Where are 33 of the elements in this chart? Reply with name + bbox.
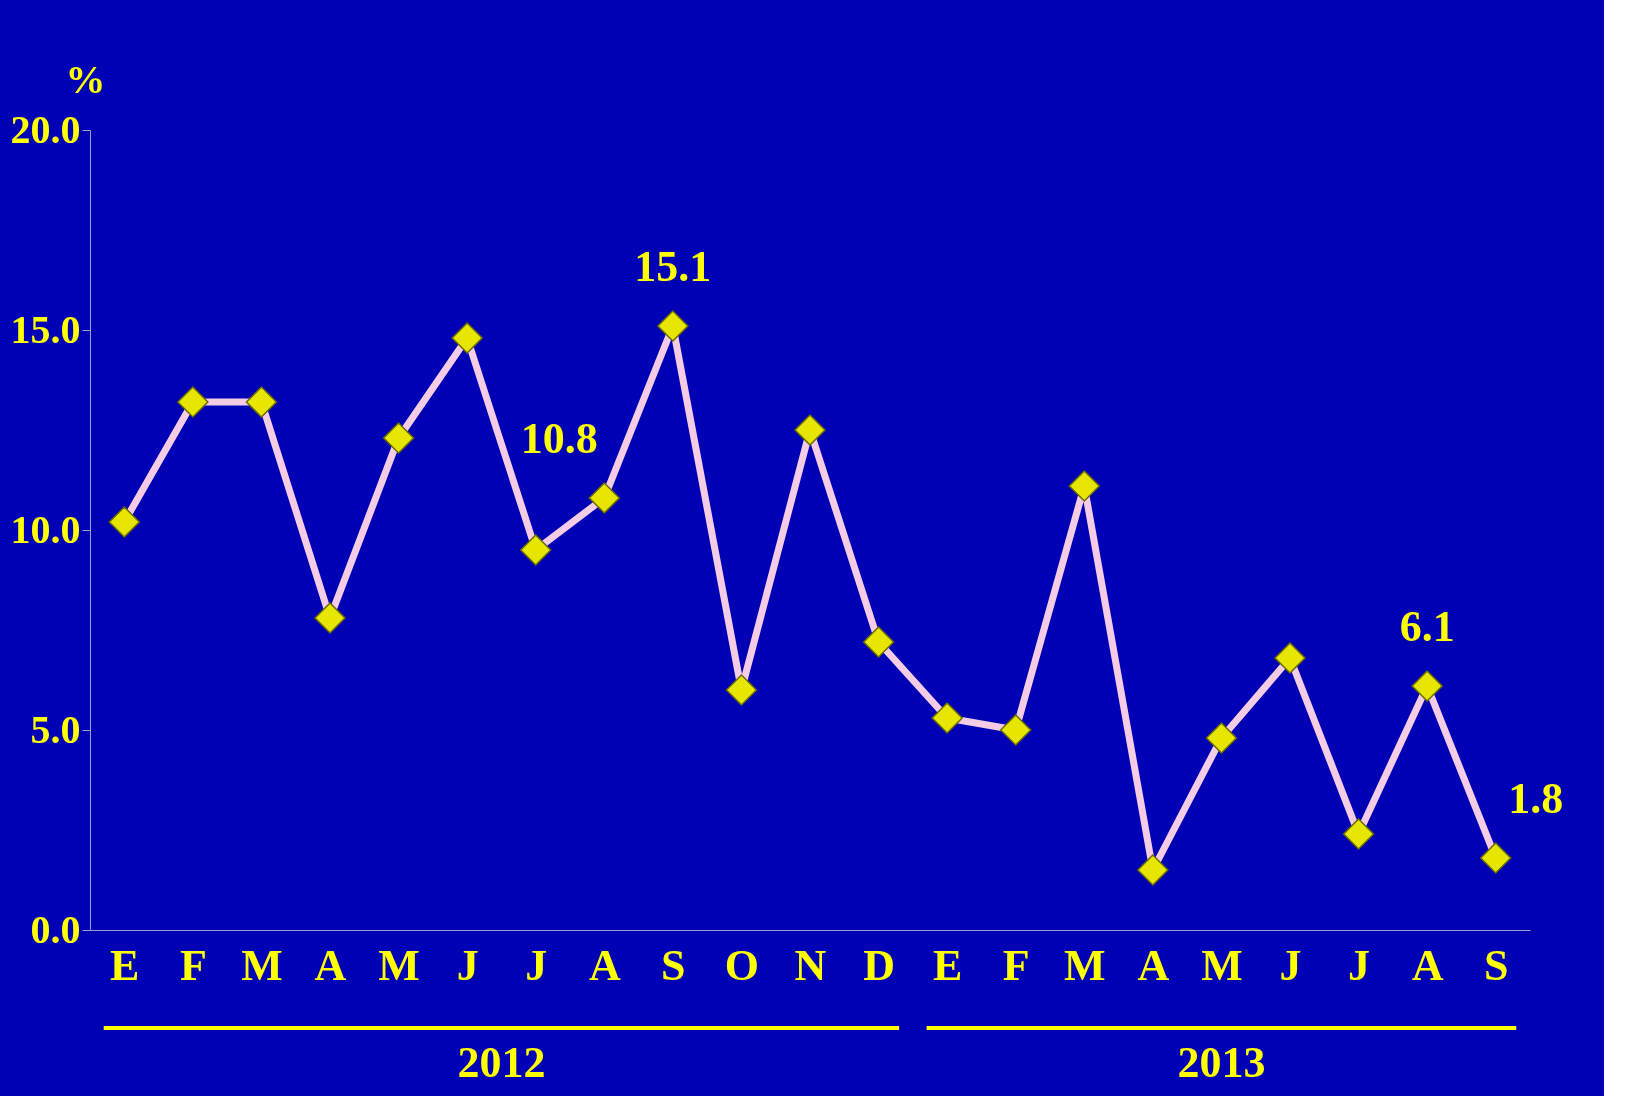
- y-tick-label: 5.0: [30, 706, 81, 752]
- y-tick-label: 15.0: [10, 306, 81, 352]
- data-label: 10.8: [520, 414, 598, 463]
- x-tick-label: J: [1279, 940, 1302, 990]
- x-tick-label: M: [1064, 940, 1106, 990]
- y-tick-label: 20.0: [10, 106, 81, 152]
- x-tick-label: J: [456, 940, 479, 990]
- x-tick-label: S: [1483, 940, 1509, 990]
- x-tick-label: M: [241, 940, 283, 990]
- x-tick-label: N: [794, 940, 827, 990]
- x-tick-label: A: [314, 940, 347, 990]
- y-tick-label: 0.0: [30, 906, 81, 952]
- x-tick-label: M: [1201, 940, 1243, 990]
- x-tick-label: A: [1137, 940, 1170, 990]
- x-tick-label: E: [932, 940, 963, 990]
- x-tick-label: S: [661, 940, 686, 990]
- y-tick-label: 10.0: [10, 506, 81, 552]
- x-tick-label: E: [110, 940, 140, 990]
- text: 2013: [1177, 1038, 1266, 1087]
- x-tick-label: J: [1348, 940, 1371, 990]
- data-label: 15.1: [634, 242, 712, 291]
- x-tick-label: M: [378, 940, 420, 990]
- x-tick-label: D: [863, 940, 895, 990]
- y-axis-title: %: [65, 56, 106, 102]
- x-tick-label: J: [525, 940, 548, 990]
- data-label: 6.1: [1399, 602, 1455, 651]
- x-tick-label: O: [724, 940, 760, 990]
- data-label: 1.8: [1508, 774, 1564, 823]
- x-tick-label: F: [1002, 940, 1030, 990]
- x-tick-label: F: [179, 940, 207, 990]
- x-tick-label: A: [1411, 940, 1444, 990]
- x-tick-label: A: [588, 940, 621, 990]
- text: 2012: [457, 1038, 546, 1087]
